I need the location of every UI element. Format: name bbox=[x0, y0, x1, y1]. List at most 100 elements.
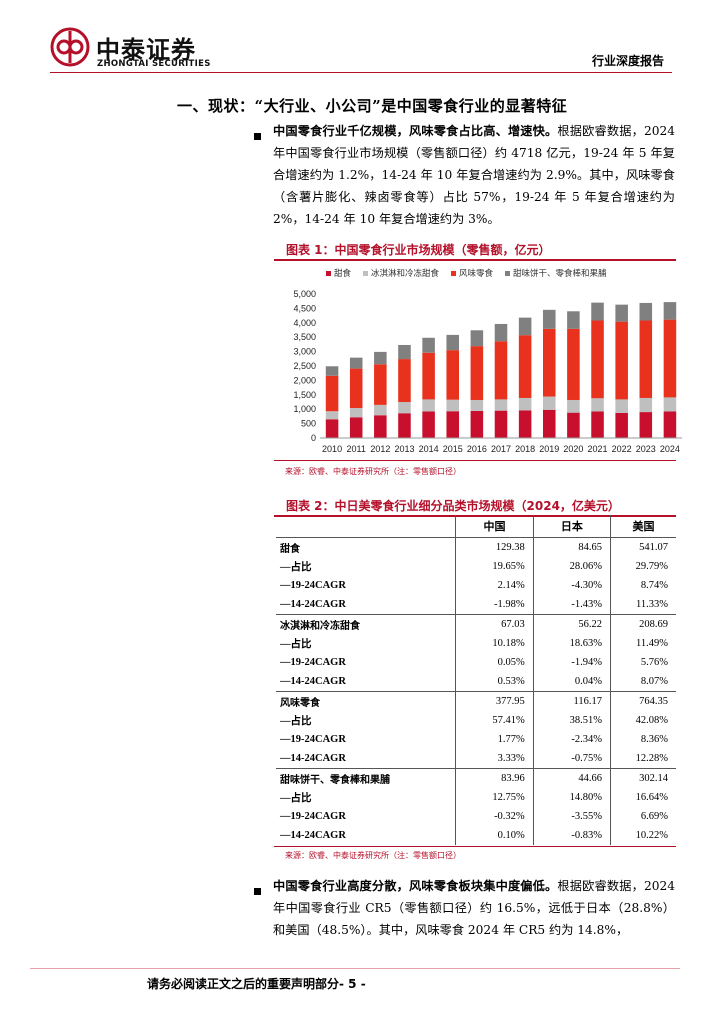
bar-segment bbox=[494, 341, 508, 400]
bar-segment bbox=[374, 364, 387, 405]
bar-segment bbox=[398, 413, 411, 438]
table-cell: 0.05% bbox=[455, 653, 534, 672]
bar-segment bbox=[567, 412, 580, 438]
table-cell: 28.06% bbox=[533, 557, 612, 576]
bar-segment bbox=[518, 410, 532, 438]
paragraph-lead: 中国零食行业高度分散，风味零食板块集中度偏低。 bbox=[273, 879, 558, 893]
bar-segment bbox=[615, 321, 628, 400]
table-row: —19-24CAGR 0.05% -1.94% 5.76% bbox=[276, 653, 676, 672]
figure1-source: 来源：欧睿、中泰证券研究所（注：零售额口径） bbox=[285, 467, 461, 476]
y-tick-label: 5,000 bbox=[293, 289, 316, 299]
bar-segment bbox=[374, 415, 387, 438]
y-tick-label: 1,500 bbox=[293, 390, 316, 400]
bar-segment bbox=[470, 330, 484, 347]
table-cell: 208.69 bbox=[610, 614, 676, 634]
logo-mark-icon bbox=[50, 27, 90, 67]
row-label: —14-24CAGR bbox=[276, 826, 457, 845]
figure2-source: 来源：欧睿、中泰证券研究所（注：零售额口径） bbox=[285, 851, 461, 860]
table-cell: -1.98% bbox=[455, 595, 534, 615]
bar-segment bbox=[422, 411, 435, 438]
table-header-cell: 日本 bbox=[533, 515, 612, 538]
bar-segment bbox=[325, 366, 339, 376]
table-cell: -1.94% bbox=[533, 653, 612, 672]
logo-name-cn: 中泰证券 bbox=[96, 36, 196, 64]
bar-segment bbox=[567, 328, 580, 400]
table-cell: 10.18% bbox=[455, 634, 534, 653]
market-size-chart: 0 500 1,000 1,500 2,000 2,500 3,000 3,500 4,000 4… bbox=[293, 289, 682, 454]
paragraph-concentration: 中国零食行业高度分散，风味零食板块集中度偏低。根据欧睿数据，2024 年中国零食… bbox=[273, 875, 675, 941]
bar-segment bbox=[518, 397, 532, 411]
bar-segment bbox=[591, 320, 604, 399]
table-cell: 14.80% bbox=[533, 788, 612, 807]
bar-segment bbox=[542, 328, 556, 397]
table-row: —19-24CAGR 1.77% -2.34% 8.36% bbox=[276, 730, 676, 749]
bar-segment bbox=[639, 320, 653, 398]
legend-label: 甜味饼干、零食棒和果脯 bbox=[513, 269, 607, 279]
table-cell: -0.83% bbox=[533, 826, 612, 845]
bar-segment bbox=[663, 302, 677, 320]
row-label: —14-24CAGR bbox=[276, 749, 457, 769]
logo-name-en: ZHONGTAI SECURITIES bbox=[97, 59, 211, 69]
table-cell: 12.75% bbox=[455, 788, 534, 807]
table-cell: 19.65% bbox=[455, 557, 534, 576]
table-cell: 84.65 bbox=[533, 537, 612, 557]
table-header-cell: 中国 bbox=[455, 515, 534, 538]
x-tick-label: 2017 bbox=[491, 444, 511, 454]
table-cell: 1.77% bbox=[455, 730, 534, 749]
row-label: 甜味饼干、零食棒和果脯 bbox=[276, 768, 457, 788]
row-label: —19-24CAGR bbox=[276, 807, 457, 826]
table-row: —占比 57.41% 38.51% 42.08% bbox=[276, 711, 676, 730]
legend-label: 冰淇淋和冷冻甜食 bbox=[371, 269, 440, 279]
table-row: —占比 19.65% 28.06% 29.79% bbox=[276, 557, 676, 576]
x-tick-label: 2015 bbox=[443, 444, 463, 454]
segment-table: 中国 日本 美国 甜食 129.38 84.65 541.07 —占比 19.65% 28.… bbox=[276, 515, 676, 845]
bar-segment bbox=[639, 412, 653, 438]
table-header-row: 中国 日本 美国 bbox=[276, 515, 676, 538]
y-tick-label: 1,000 bbox=[293, 404, 316, 414]
row-label: 风味零食 bbox=[276, 691, 457, 711]
table-cell: -4.30% bbox=[533, 576, 612, 595]
table-cell: -1.43% bbox=[533, 595, 612, 615]
table-cell: 8.36% bbox=[640, 734, 668, 745]
x-tick-label: 2012 bbox=[370, 444, 390, 454]
table-cell: 10.22% bbox=[635, 830, 668, 841]
y-tick-label: 2,000 bbox=[293, 375, 316, 385]
table-cell: 8.74% bbox=[640, 580, 668, 591]
bar-segment bbox=[470, 346, 484, 400]
bar-segment bbox=[615, 304, 628, 322]
table-header-cell: 美国 bbox=[632, 520, 655, 533]
table-cell: 12.28% bbox=[635, 753, 668, 764]
table-cell: 2.14% bbox=[455, 576, 534, 595]
table-cell: 5.76% bbox=[640, 657, 668, 668]
table-row: —19-24CAGR 2.14% -4.30% 8.74% bbox=[276, 576, 676, 595]
bar-segment bbox=[615, 412, 628, 438]
legend-swatch bbox=[326, 271, 331, 276]
row-label: 冰淇淋和冷冻甜食 bbox=[276, 614, 457, 634]
x-tick-label: 2013 bbox=[394, 444, 414, 454]
table-cell: 29.79% bbox=[635, 561, 668, 572]
x-tick-label: 2018 bbox=[515, 444, 535, 454]
table-cell: 302.14 bbox=[610, 768, 676, 788]
bullet-marker bbox=[254, 133, 261, 140]
bar-segment bbox=[615, 399, 628, 413]
row-label: —14-24CAGR bbox=[276, 672, 457, 692]
page-number: - 5 - bbox=[339, 977, 366, 991]
paragraph-body: 根据欧睿数据，2024 年中国零食行业 CR5（零售额口径）约 16.5%，远低… bbox=[273, 879, 675, 937]
report-type: 行业深度报告 bbox=[592, 54, 665, 68]
table-cell: 56.22 bbox=[533, 614, 612, 634]
bar-segment bbox=[446, 350, 460, 400]
table-cell: 67.03 bbox=[455, 614, 534, 634]
section-title: 一、现状：“大行业、小公司”是中国零食行业的显著特征 bbox=[177, 97, 568, 115]
header-rule bbox=[50, 72, 672, 73]
table-cell: 3.33% bbox=[455, 749, 534, 769]
table-cell: 11.49% bbox=[636, 638, 668, 649]
table-cell: 44.66 bbox=[533, 768, 612, 788]
figure2-title: 图表 2：中日美零食行业细分品类市场规模（2024，亿美元） bbox=[286, 499, 620, 513]
legend-item: 甜食 bbox=[326, 267, 351, 279]
y-tick-label: 2,500 bbox=[293, 361, 316, 371]
legend-item: 风味零食 bbox=[451, 267, 493, 279]
x-tick-label: 2019 bbox=[539, 444, 559, 454]
bar-segment bbox=[518, 335, 532, 398]
bar-segment bbox=[349, 408, 363, 418]
x-tick-label: 2014 bbox=[419, 444, 439, 454]
